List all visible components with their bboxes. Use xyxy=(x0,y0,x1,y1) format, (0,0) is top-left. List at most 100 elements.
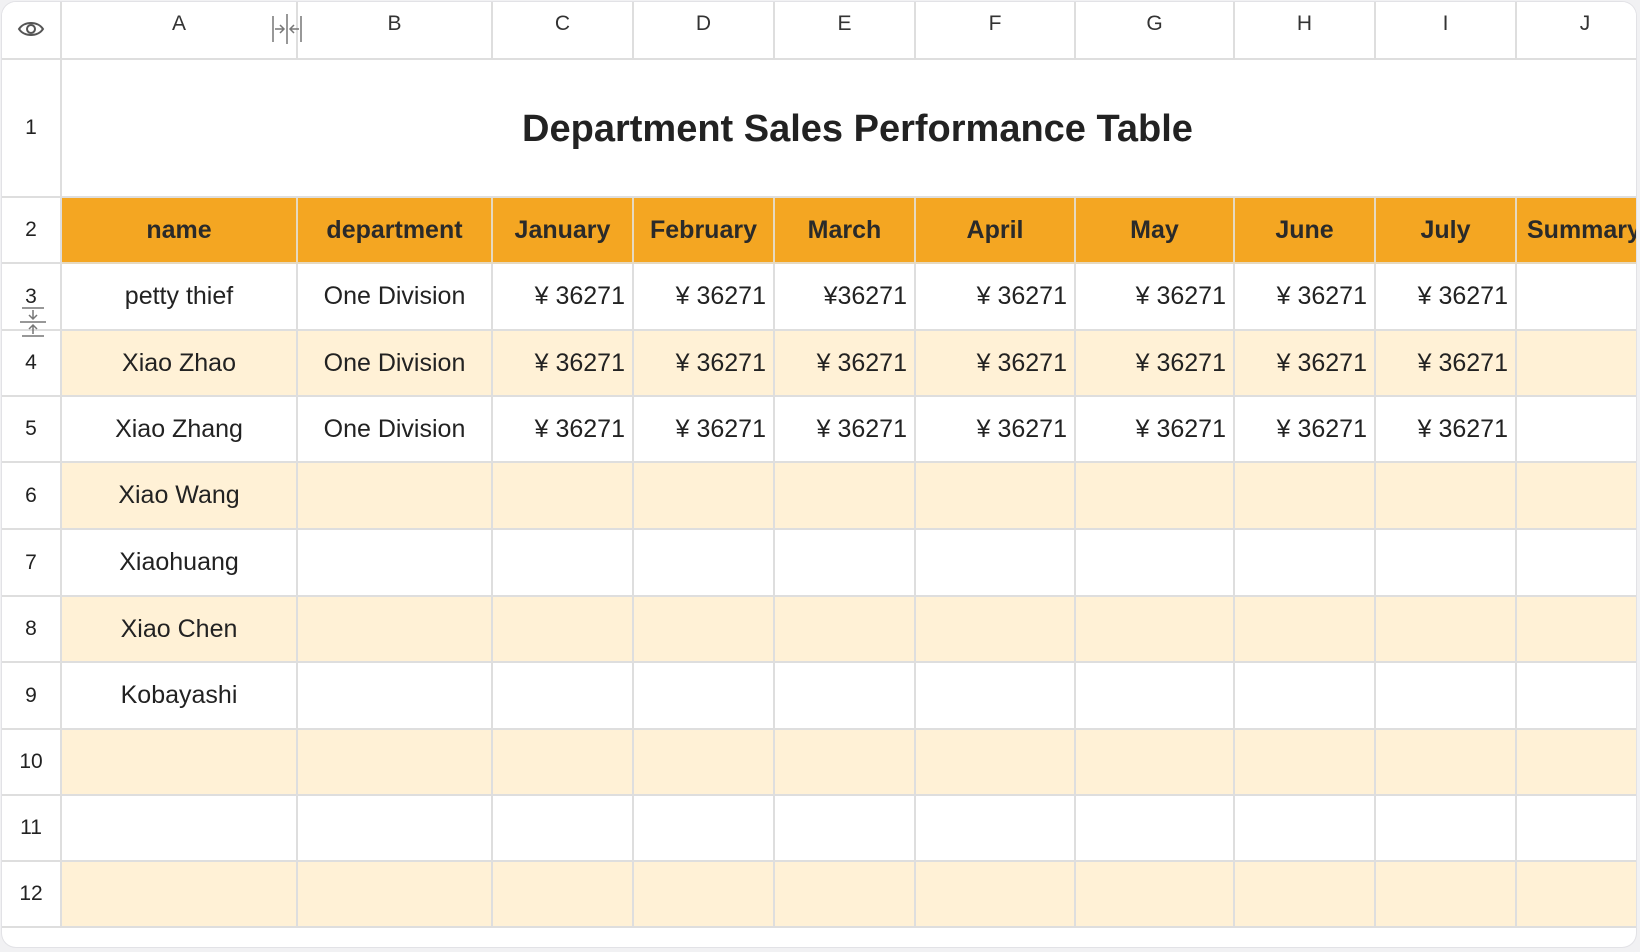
cell-february[interactable] xyxy=(634,597,775,663)
cell-name[interactable]: Xiao Zhang xyxy=(62,397,298,463)
cell-name[interactable] xyxy=(62,730,298,796)
cell-april[interactable] xyxy=(916,663,1076,730)
cell-february[interactable] xyxy=(634,796,775,862)
cell-summary[interactable] xyxy=(1517,796,1636,862)
cell-department[interactable] xyxy=(298,463,493,530)
cell-name[interactable] xyxy=(62,796,298,862)
cell-march[interactable] xyxy=(775,730,916,796)
cell-march[interactable] xyxy=(775,796,916,862)
cell-march[interactable] xyxy=(775,663,916,730)
cell-name[interactable] xyxy=(62,862,298,928)
cell-january[interactable] xyxy=(493,796,634,862)
cell-july[interactable]: ¥ 36271 xyxy=(1376,397,1517,463)
cell-summary[interactable] xyxy=(1517,862,1636,928)
cell-february[interactable]: ¥ 36271 xyxy=(634,331,775,397)
cell-july[interactable] xyxy=(1376,463,1517,530)
row-header-5[interactable]: 5 xyxy=(2,397,62,463)
cell-january[interactable] xyxy=(493,862,634,928)
cell-march[interactable] xyxy=(775,862,916,928)
header-cell-april[interactable]: April xyxy=(916,198,1076,264)
column-header-f[interactable]: F xyxy=(916,2,1076,60)
cell-summary[interactable] xyxy=(1517,264,1636,331)
cell-april[interactable]: ¥ 36271 xyxy=(916,331,1076,397)
cell-january[interactable]: ¥ 36271 xyxy=(493,264,634,331)
cell-june[interactable]: ¥ 36271 xyxy=(1235,264,1376,331)
row-header-2[interactable]: 2 xyxy=(2,198,62,264)
row-header-7[interactable]: 7 xyxy=(2,530,62,597)
cell-april[interactable] xyxy=(916,597,1076,663)
cell-february[interactable] xyxy=(634,862,775,928)
cell-january[interactable] xyxy=(493,530,634,597)
cell-june[interactable] xyxy=(1235,796,1376,862)
row-header-1[interactable]: 1 xyxy=(2,60,62,198)
cell-january[interactable] xyxy=(493,597,634,663)
row-header-9[interactable]: 9 xyxy=(2,663,62,730)
cell-july[interactable] xyxy=(1376,862,1517,928)
cell-july[interactable] xyxy=(1376,663,1517,730)
cell-may[interactable]: ¥ 36271 xyxy=(1076,397,1235,463)
cell-january[interactable]: ¥ 36271 xyxy=(493,397,634,463)
cell-july[interactable] xyxy=(1376,796,1517,862)
column-header-d[interactable]: D xyxy=(634,2,775,60)
cell-june[interactable] xyxy=(1235,862,1376,928)
cell-summary[interactable] xyxy=(1517,597,1636,663)
sheet-title[interactable]: Department Sales Performance Table xyxy=(62,60,1636,198)
cell-department[interactable]: One Division xyxy=(298,331,493,397)
cell-january[interactable] xyxy=(493,463,634,530)
cell-department[interactable]: One Division xyxy=(298,397,493,463)
header-cell-february[interactable]: February xyxy=(634,198,775,264)
cell-july[interactable]: ¥ 36271 xyxy=(1376,331,1517,397)
cell-may[interactable] xyxy=(1076,463,1235,530)
row-header-12[interactable]: 12 xyxy=(2,862,62,928)
cell-may[interactable] xyxy=(1076,730,1235,796)
cell-february[interactable]: ¥ 36271 xyxy=(634,264,775,331)
header-cell-july[interactable]: July xyxy=(1376,198,1517,264)
row-resize-icon[interactable] xyxy=(18,305,48,339)
cell-may[interactable] xyxy=(1076,597,1235,663)
column-header-g[interactable]: G xyxy=(1076,2,1235,60)
cell-april[interactable] xyxy=(916,463,1076,530)
cell-january[interactable]: ¥ 36271 xyxy=(493,331,634,397)
cell-april[interactable] xyxy=(916,796,1076,862)
cell-april[interactable]: ¥ 36271 xyxy=(916,264,1076,331)
cell-department[interactable] xyxy=(298,862,493,928)
header-cell-summary[interactable]: Summary xyxy=(1517,198,1636,264)
column-header-h[interactable]: H xyxy=(1235,2,1376,60)
cell-may[interactable] xyxy=(1076,796,1235,862)
column-header-i[interactable]: I xyxy=(1376,2,1517,60)
header-cell-department[interactable]: department xyxy=(298,198,493,264)
cell-march[interactable] xyxy=(775,597,916,663)
row-header-4[interactable]: 4 xyxy=(2,331,62,397)
cell-summary[interactable] xyxy=(1517,397,1636,463)
column-resize-icon[interactable] xyxy=(270,12,304,46)
cell-june[interactable] xyxy=(1235,663,1376,730)
cell-march[interactable] xyxy=(775,530,916,597)
cell-department[interactable] xyxy=(298,597,493,663)
cell-may[interactable]: ¥ 36271 xyxy=(1076,331,1235,397)
row-header-11[interactable]: 11 xyxy=(2,796,62,862)
header-cell-name[interactable]: name xyxy=(62,198,298,264)
cell-summary[interactable] xyxy=(1517,530,1636,597)
row-header-3[interactable]: 3 xyxy=(2,264,62,331)
cell-january[interactable] xyxy=(493,730,634,796)
cell-department[interactable] xyxy=(298,796,493,862)
column-header-j[interactable]: J xyxy=(1517,2,1636,60)
cell-department[interactable]: One Division xyxy=(298,264,493,331)
cell-summary[interactable] xyxy=(1517,463,1636,530)
cell-july[interactable] xyxy=(1376,530,1517,597)
cell-name[interactable]: Xiaohuang xyxy=(62,530,298,597)
cell-summary[interactable] xyxy=(1517,730,1636,796)
cell-april[interactable] xyxy=(916,530,1076,597)
cell-june[interactable] xyxy=(1235,597,1376,663)
row-header-10[interactable]: 10 xyxy=(2,730,62,796)
cell-march[interactable] xyxy=(775,463,916,530)
column-header-a[interactable]: A xyxy=(62,2,298,60)
select-all-corner[interactable] xyxy=(2,2,62,60)
cell-department[interactable] xyxy=(298,730,493,796)
cell-june[interactable]: ¥ 36271 xyxy=(1235,397,1376,463)
cell-april[interactable] xyxy=(916,862,1076,928)
cell-january[interactable] xyxy=(493,663,634,730)
cell-may[interactable] xyxy=(1076,530,1235,597)
cell-june[interactable] xyxy=(1235,530,1376,597)
cell-june[interactable] xyxy=(1235,463,1376,530)
